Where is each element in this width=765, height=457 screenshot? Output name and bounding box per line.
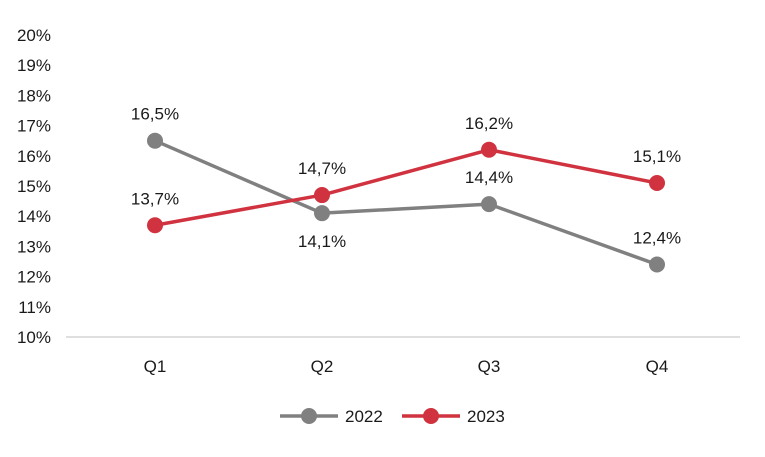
y-tick-label: 14% xyxy=(17,207,51,226)
y-tick-label: 18% xyxy=(17,86,51,105)
data-point-2023-Q3 xyxy=(481,141,497,158)
x-tick-label: Q4 xyxy=(646,357,669,376)
data-point-2023-Q4 xyxy=(649,174,665,191)
data-label-2023-Q2: 14,7% xyxy=(298,159,346,178)
y-tick-label: 13% xyxy=(17,237,51,256)
data-label-2022-Q2: 14,1% xyxy=(298,232,346,251)
legend-marker-2023 xyxy=(423,408,439,424)
data-point-2023-Q2 xyxy=(314,187,330,204)
y-tick-label: 16% xyxy=(17,147,51,166)
y-tick-label: 19% xyxy=(17,56,51,75)
data-labels: 16,5% 14,1% 14,4% 12,4% 13,7% 14,7% 16,2% 15,1% xyxy=(131,105,681,251)
y-tick-label: 10% xyxy=(17,328,51,347)
data-point-2022-Q4 xyxy=(649,256,665,273)
y-tick-label: 15% xyxy=(17,177,51,196)
data-label-2023-Q1: 13,7% xyxy=(131,189,179,208)
data-label-2023-Q4: 15,1% xyxy=(633,147,681,166)
data-label-2022-Q3: 14,4% xyxy=(465,168,513,187)
legend-label-2023: 2023 xyxy=(467,407,505,426)
x-tick-label: Q2 xyxy=(311,357,334,376)
data-point-2022-Q1 xyxy=(147,132,163,149)
legend-item-2023: 2023 xyxy=(402,407,505,426)
data-label-2023-Q3: 16,2% xyxy=(465,114,513,133)
y-tick-label: 11% xyxy=(18,298,51,317)
y-tick-label: 17% xyxy=(17,117,51,136)
series-line-2023 xyxy=(154,148,658,227)
data-label-2022-Q1: 16,5% xyxy=(131,105,179,124)
legend: 2022 2023 xyxy=(280,407,505,426)
series-2023 xyxy=(147,141,665,234)
data-point-2022-Q3 xyxy=(481,196,497,213)
y-tick-label: 12% xyxy=(17,268,51,287)
x-tick-label: Q3 xyxy=(478,357,501,376)
legend-marker-2022 xyxy=(301,408,317,424)
series-layer xyxy=(147,132,665,273)
data-point-2023-Q1 xyxy=(147,217,163,234)
data-point-2022-Q2 xyxy=(314,205,330,222)
legend-item-2022: 2022 xyxy=(280,407,383,426)
legend-label-2022: 2022 xyxy=(345,407,383,426)
series-2022 xyxy=(147,132,665,273)
x-tick-label: Q1 xyxy=(144,357,167,376)
y-axis: 10% 11% 12% 13% 14% 15% 16% 17% 18% 19% 20% xyxy=(17,26,51,347)
y-tick-label: 20% xyxy=(17,26,51,45)
x-axis: Q1 Q2 Q3 Q4 xyxy=(144,357,669,376)
series-line-2022 xyxy=(154,139,658,267)
data-label-2022-Q4: 12,4% xyxy=(633,229,681,248)
